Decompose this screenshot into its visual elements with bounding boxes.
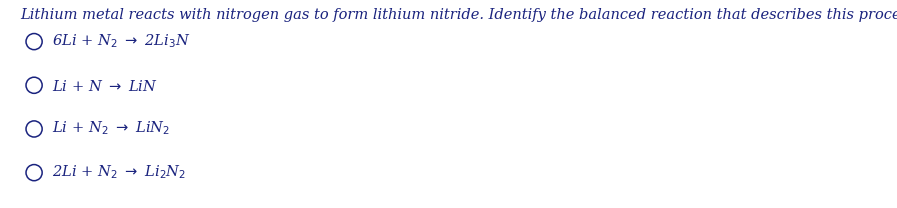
- Text: Li + N $\rightarrow$ LiN: Li + N $\rightarrow$ LiN: [52, 79, 158, 94]
- Text: 6Li + N$_2$ $\rightarrow$ 2Li$_3$N: 6Li + N$_2$ $\rightarrow$ 2Li$_3$N: [52, 32, 190, 50]
- Text: Lithium metal reacts with nitrogen gas to form lithium nitride. Identify the bal: Lithium metal reacts with nitrogen gas t…: [20, 8, 897, 22]
- Text: Li + N$_2$ $\rightarrow$ LiN$_2$: Li + N$_2$ $\rightarrow$ LiN$_2$: [52, 120, 170, 137]
- Text: 2Li + N$_2$ $\rightarrow$ Li$_2$N$_2$: 2Li + N$_2$ $\rightarrow$ Li$_2$N$_2$: [52, 163, 187, 181]
